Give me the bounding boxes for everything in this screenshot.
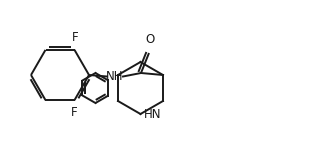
Text: HN: HN: [144, 108, 162, 121]
Text: F: F: [71, 106, 78, 119]
Text: NH: NH: [106, 71, 124, 84]
Text: F: F: [72, 31, 79, 44]
Text: O: O: [145, 33, 155, 46]
